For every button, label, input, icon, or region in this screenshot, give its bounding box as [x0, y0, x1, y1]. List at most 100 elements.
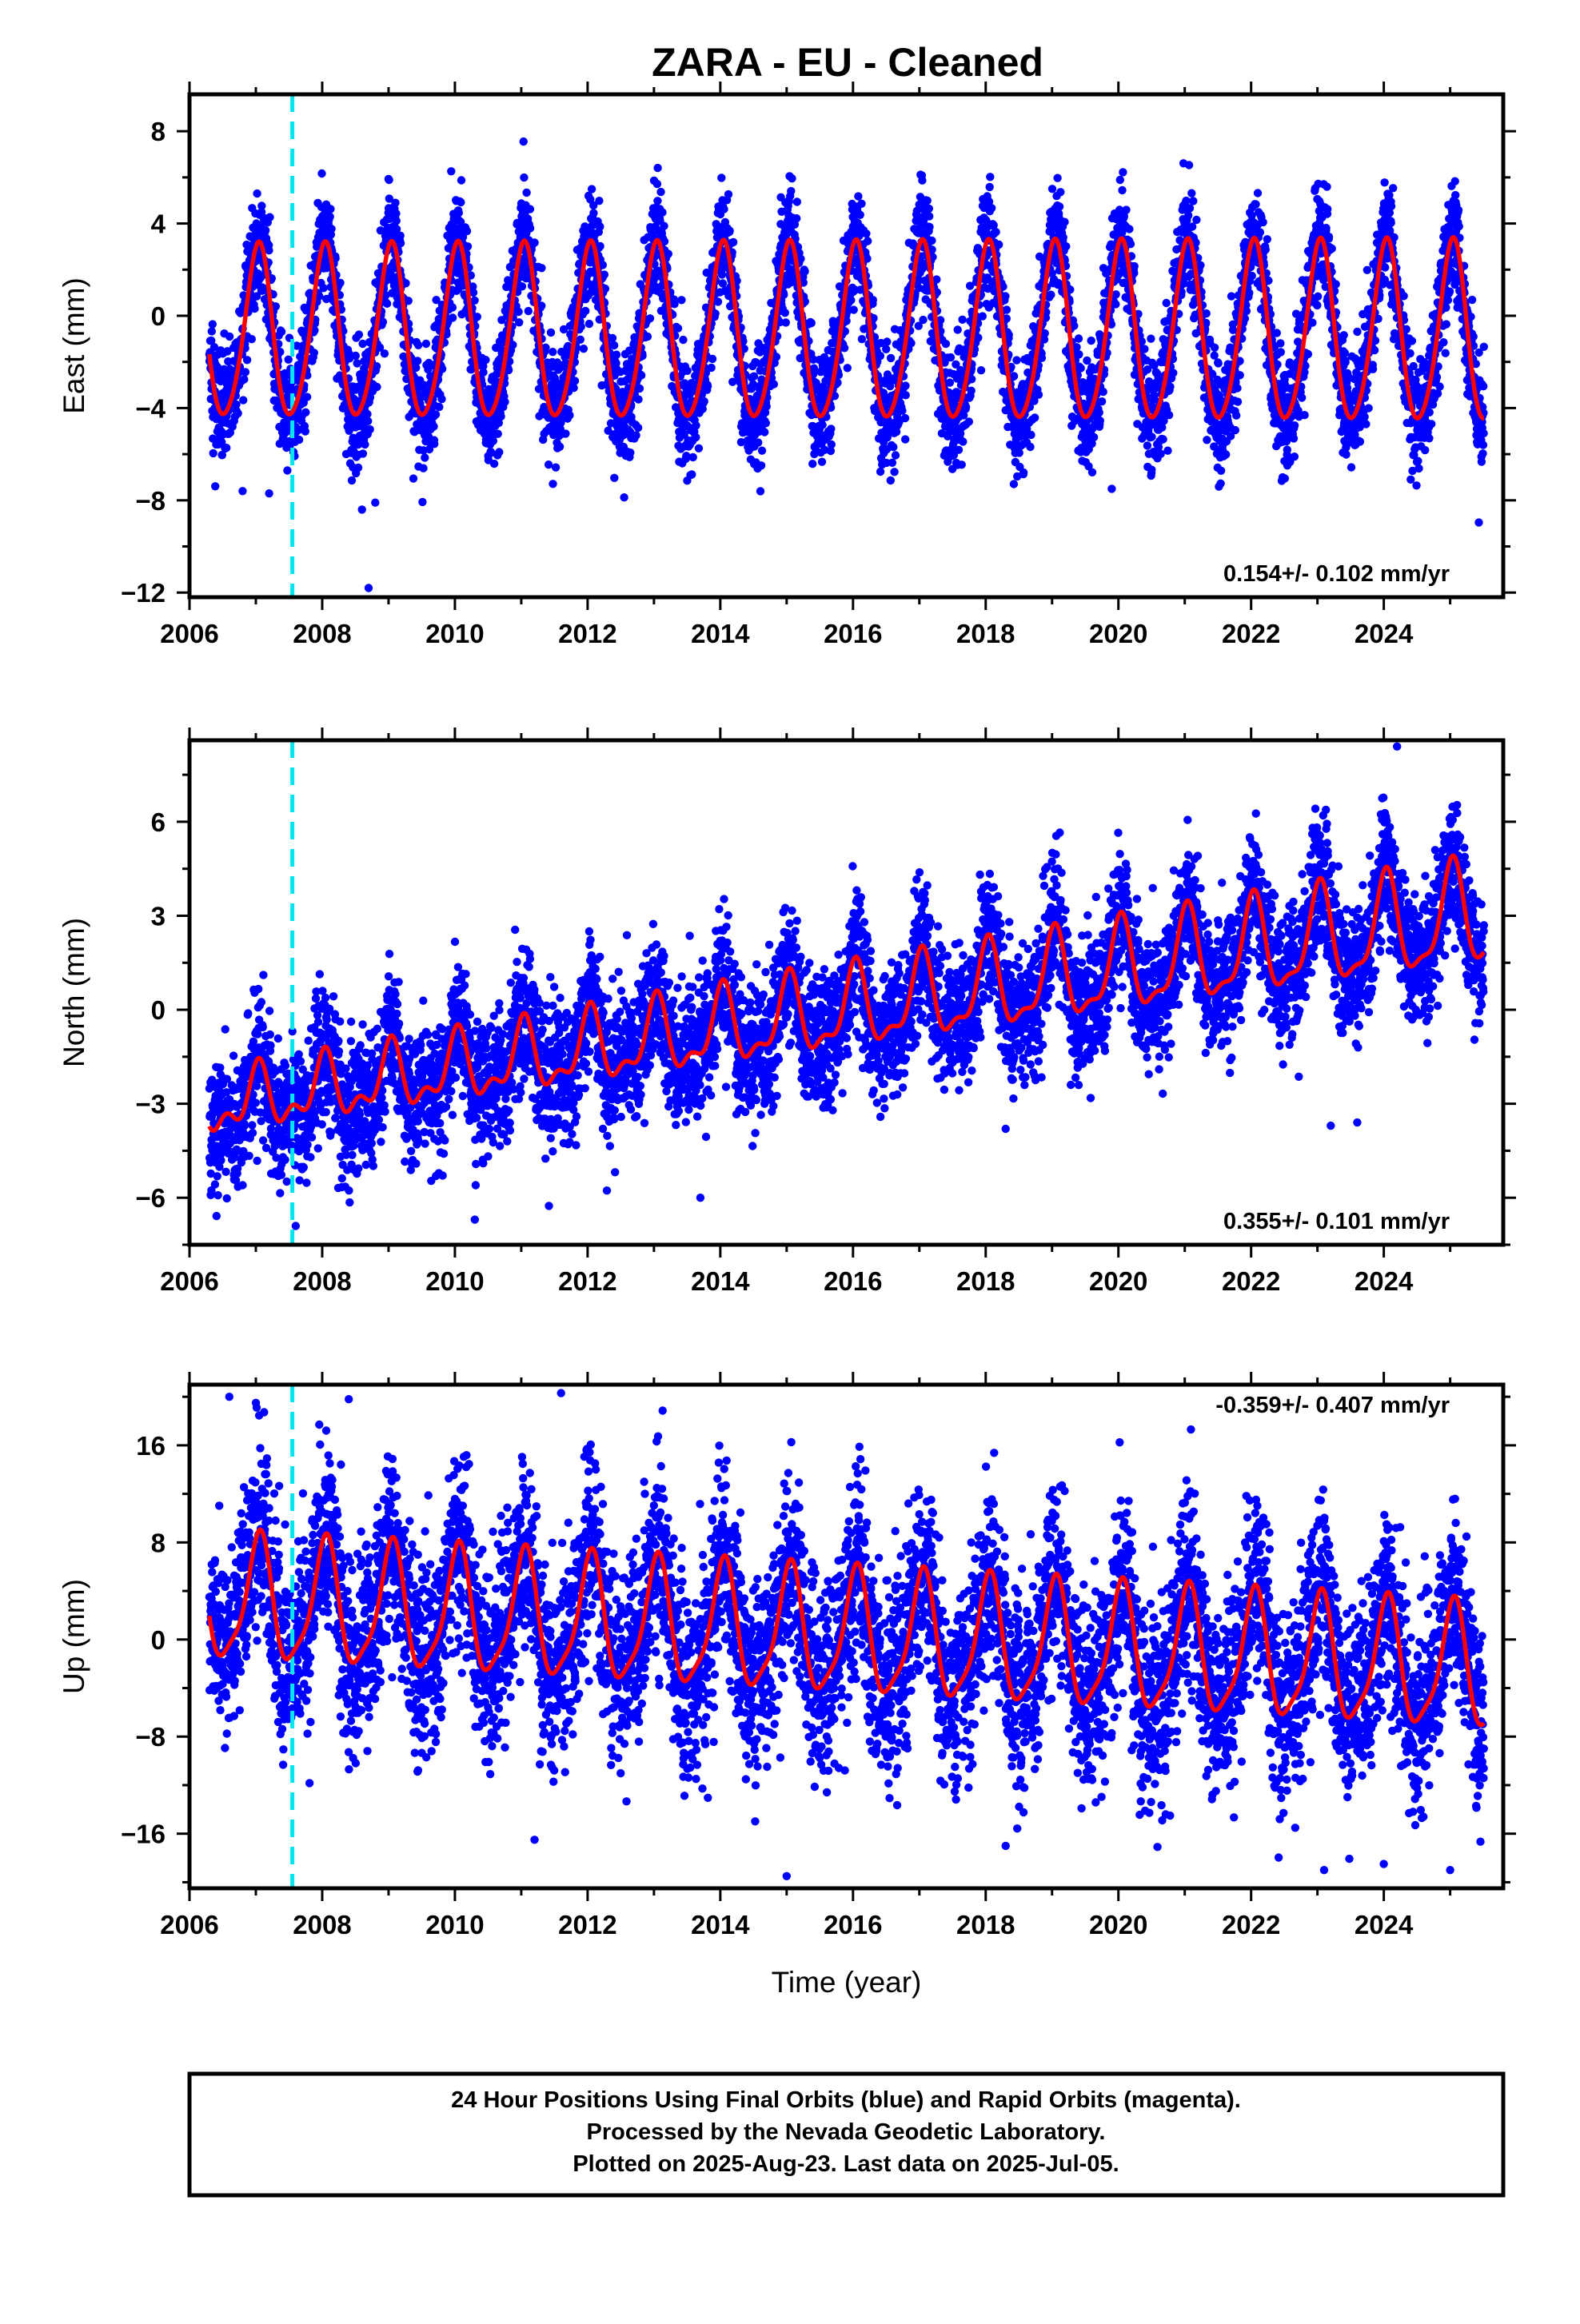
data-point	[670, 300, 678, 308]
data-point	[959, 437, 967, 445]
data-point	[373, 383, 381, 391]
data-point	[310, 349, 318, 357]
data-point	[876, 468, 884, 476]
data-point	[828, 440, 836, 448]
data-point	[479, 369, 487, 377]
data-point	[363, 410, 371, 418]
data-point	[692, 421, 700, 429]
data-point	[233, 409, 241, 417]
data-point	[209, 449, 217, 457]
data-point	[457, 176, 465, 184]
data-point	[326, 213, 334, 221]
data-point	[319, 284, 327, 292]
data-point	[1131, 262, 1139, 270]
data-point	[211, 482, 219, 490]
data-point	[1096, 417, 1104, 425]
data-point	[1147, 465, 1155, 473]
data-point	[1003, 305, 1011, 313]
data-point	[658, 209, 666, 217]
data-point	[928, 237, 936, 245]
data-point	[397, 232, 405, 240]
data-point	[757, 461, 765, 469]
data-point	[946, 378, 954, 386]
data-point	[1095, 409, 1103, 417]
data-point	[955, 446, 963, 454]
data-point	[430, 440, 438, 448]
data-point	[285, 356, 293, 364]
data-point	[947, 353, 955, 361]
data-point	[490, 460, 498, 468]
data-point	[413, 357, 421, 365]
data-point	[800, 267, 808, 275]
data-point	[348, 476, 356, 484]
data-point	[907, 339, 915, 347]
data-point	[537, 264, 545, 272]
data-point	[754, 438, 762, 446]
data-point	[1122, 205, 1130, 213]
data-point	[787, 187, 795, 195]
data-point	[585, 320, 593, 328]
data-point	[924, 197, 932, 205]
data-point	[958, 316, 966, 324]
data-point	[522, 189, 530, 197]
data-point	[901, 381, 909, 389]
data-point	[827, 425, 835, 433]
data-point	[421, 453, 429, 461]
data-point	[589, 209, 597, 217]
data-point	[925, 223, 933, 231]
data-point	[1147, 433, 1155, 440]
data-point	[1010, 372, 1018, 380]
data-point	[435, 403, 443, 411]
data-point	[1077, 364, 1085, 372]
data-point	[225, 333, 233, 341]
data-point	[209, 320, 217, 328]
data-point	[862, 229, 870, 237]
data-point	[610, 341, 618, 349]
data-point	[526, 205, 534, 213]
data-point	[596, 242, 604, 250]
data-point	[277, 328, 285, 336]
data-point	[762, 419, 770, 427]
data-point	[565, 411, 573, 419]
data-point	[392, 209, 400, 217]
data-point	[409, 474, 417, 482]
data-point	[447, 167, 455, 175]
data-point	[1087, 337, 1095, 345]
data-point	[418, 498, 426, 506]
data-point	[359, 449, 367, 457]
data-point	[707, 364, 715, 372]
data-point	[515, 318, 523, 326]
data-point	[549, 480, 557, 488]
data-point	[1075, 334, 1083, 342]
data-point	[729, 238, 737, 246]
data-point	[760, 428, 768, 436]
data-point	[869, 296, 877, 304]
data-point	[892, 451, 900, 459]
data-point	[1015, 448, 1023, 456]
data-point	[683, 367, 691, 375]
figure-title: ZARA - EU - Cleaned	[652, 40, 1043, 85]
data-point	[653, 197, 661, 205]
data-point	[942, 340, 950, 348]
data-point	[222, 444, 230, 452]
data-point	[1035, 391, 1043, 399]
data-point	[788, 174, 796, 182]
data-point	[253, 189, 261, 197]
data-point	[700, 397, 708, 405]
data-point	[1019, 468, 1027, 476]
data-point	[1048, 185, 1056, 193]
data-point	[561, 429, 569, 437]
data-point	[660, 222, 668, 230]
data-point	[620, 493, 628, 501]
data-point	[1143, 441, 1151, 449]
data-point	[317, 169, 325, 177]
data-point	[1012, 356, 1020, 364]
data-point	[887, 476, 895, 484]
data-point	[986, 173, 994, 181]
data-point	[1027, 431, 1035, 439]
data-point	[902, 391, 910, 399]
data-point	[608, 334, 616, 342]
data-point	[355, 330, 363, 338]
data-point	[449, 313, 457, 321]
